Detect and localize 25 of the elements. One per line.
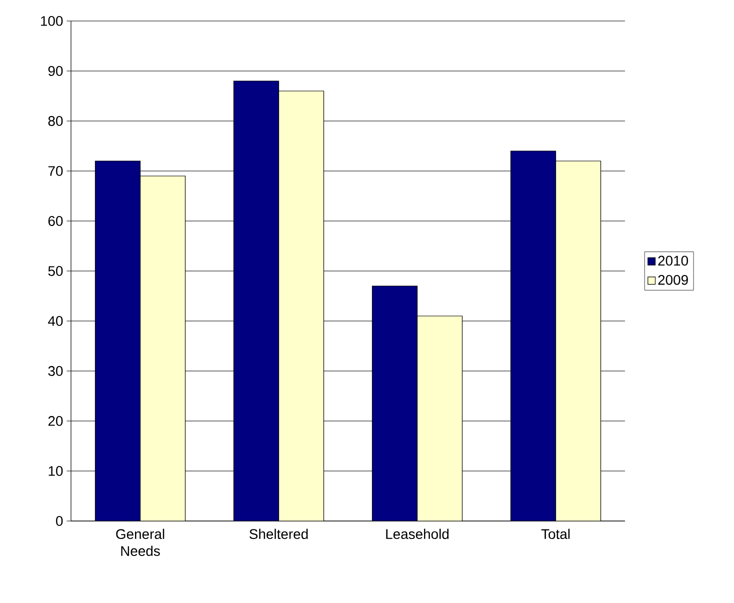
legend-label: 2009 <box>658 274 688 285</box>
y-tick-label: 20 <box>48 416 63 426</box>
y-tick-label: 80 <box>48 116 63 126</box>
x-tick-label: Leasehold <box>386 528 449 540</box>
y-tick-label: 70 <box>48 166 63 176</box>
y-tick-label: 30 <box>48 366 63 376</box>
x-tick-label: Sheltered <box>250 528 308 540</box>
y-tick-label: 100 <box>41 16 63 26</box>
bar <box>278 90 324 521</box>
y-tick-label: 90 <box>48 66 63 76</box>
y-tick-label: 0 <box>56 516 63 526</box>
bar <box>555 160 602 521</box>
y-tick-label: 10 <box>48 466 63 476</box>
bar <box>140 176 186 521</box>
y-tick-label: 60 <box>48 216 63 226</box>
bar <box>372 286 418 521</box>
legend-label: 2010 <box>658 256 688 266</box>
bar <box>510 150 556 521</box>
x-tick-label: General Needs <box>116 528 164 556</box>
bar <box>233 80 280 521</box>
x-tick-label: Total <box>541 528 570 540</box>
bar <box>416 316 463 521</box>
y-tick-label: 50 <box>48 266 63 276</box>
y-tick-label: 40 <box>48 316 63 326</box>
bar <box>94 160 141 521</box>
